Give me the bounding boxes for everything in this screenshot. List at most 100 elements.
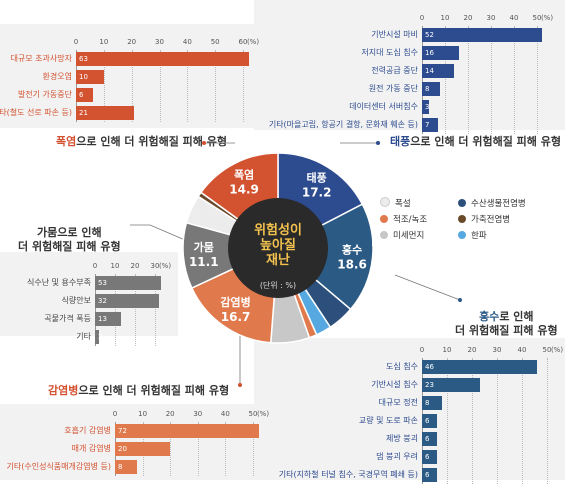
bar-row: 교량 및 도로 파손 6 xyxy=(359,414,547,428)
bar-category-label: 발전기 가동중단 xyxy=(17,90,72,99)
bar: 23 xyxy=(422,378,480,392)
gridline xyxy=(447,358,448,484)
tick-label: 0 xyxy=(112,410,118,418)
bar-row: 기타 2 xyxy=(76,330,155,344)
tick-label: 20 xyxy=(165,410,175,418)
tick-label: 30 xyxy=(486,14,496,22)
bar: 20 xyxy=(115,442,171,456)
legend-swatch xyxy=(380,215,388,223)
legend-swatch xyxy=(458,215,466,223)
bar-category-label: 환경오염 xyxy=(42,72,72,81)
bar-value-label: 7 xyxy=(425,121,430,129)
bar: 72 xyxy=(115,424,259,438)
tick-label: 50 xyxy=(532,14,542,22)
bar-category-label: 기타 xyxy=(76,332,91,341)
bar-row: 대규모 초과사망자 63 xyxy=(11,52,249,66)
unit-label: (%) xyxy=(550,346,564,354)
bar-row: 매개 감염병 20 xyxy=(72,442,253,456)
bar-category-label: 기타(철도 선로 파손 등) xyxy=(0,108,72,117)
tick-label: 0 xyxy=(419,14,425,22)
epidemic-caption: 감염병으로 인해 더 위험해질 피해 유형 xyxy=(48,384,230,397)
legend-swatch xyxy=(380,231,388,239)
bar-category-label: 기타(지하철 터널 침수, 국경무역 폐쇄 등) xyxy=(278,470,418,479)
typhoon-panel xyxy=(254,0,565,130)
bar-value-label: 10 xyxy=(79,73,88,81)
bar-value-label: 2 xyxy=(98,333,103,341)
bar-value-label: 6 xyxy=(425,453,430,461)
bar: 21 xyxy=(76,106,135,120)
y-axis-line xyxy=(422,26,423,134)
bar-row: 제방 붕괴 6 xyxy=(386,432,547,446)
tick-label: 50 xyxy=(210,38,220,46)
bar: 10 xyxy=(76,70,104,84)
bar-category-label: 대규모 정전 xyxy=(378,398,418,407)
bar: 2 xyxy=(95,330,103,344)
bar-row: 대규모 정전 8 xyxy=(379,396,547,410)
tick-label: 40 xyxy=(509,14,519,22)
tick-label: 20 xyxy=(467,346,477,354)
bar-value-label: 53 xyxy=(98,279,107,287)
donut-slice-name: 홍수 xyxy=(342,242,362,256)
legend-label: 한파 xyxy=(471,231,487,241)
donut-slice-value: 11.1 xyxy=(189,255,219,269)
bar-row: 식수난 및 용수부족 53 xyxy=(27,276,161,290)
gridline xyxy=(514,26,515,134)
bar-value-label: 32 xyxy=(98,297,107,305)
bar: 13 xyxy=(95,312,121,326)
bar: 7 xyxy=(422,118,439,132)
typhoon-caption: 태풍으로 인해 더 위험해질 피해 유형 xyxy=(390,135,561,148)
drought-caption: 가뭄으로 인해 더 위험해질 피해 유형 xyxy=(18,226,121,253)
bar: 6 xyxy=(422,450,437,464)
bar-value-label: 23 xyxy=(425,381,434,389)
tick-label: 0 xyxy=(92,262,98,270)
bar-row: 도심 침수 46 xyxy=(386,360,547,374)
bar-category-label: 도심 침수 xyxy=(386,362,418,371)
bar-category-label: 기반시설 마비 xyxy=(371,30,418,39)
gridline xyxy=(115,274,116,346)
bar-category-label: 매개 감염병 xyxy=(71,444,111,453)
bar-category-label: 원전 가동 중단 xyxy=(368,84,418,93)
bar-value-label: 6 xyxy=(425,417,430,425)
gridline xyxy=(522,358,523,484)
bar: 46 xyxy=(422,360,537,374)
legend-label: 폭설 xyxy=(395,199,411,209)
gridline xyxy=(497,358,498,484)
bar-row: 식량안보 32 xyxy=(62,294,159,308)
donut-slice-name: 감염병 xyxy=(220,295,250,309)
gridline xyxy=(491,26,492,134)
bar: 3 xyxy=(422,100,429,114)
bar-category-label: 기타(마을고립, 항공기 결항, 문화재 훼손 등) xyxy=(268,120,418,129)
legend-item-fine-dust: 미세먼지 xyxy=(380,229,424,241)
gridline xyxy=(243,50,244,122)
bar-value-label: 63 xyxy=(79,55,88,63)
bar-row: 기타(철도 선로 파손 등) 21 xyxy=(0,106,243,120)
heatwave-caption: 폭염으로 인해 더 위험해질 피해 유형 xyxy=(56,135,227,148)
bar-row: 전력공급 중단 14 xyxy=(371,64,537,78)
bar: 6 xyxy=(422,432,437,446)
bar-row: 발전기 가동중단 6 xyxy=(18,88,243,102)
gridline xyxy=(253,422,254,476)
legend-label: 수산생물전염병 xyxy=(471,199,526,209)
bar-row: 기반시설 침수 23 xyxy=(371,378,547,392)
tick-label: 20 xyxy=(463,14,473,22)
donut-slice-name: 태풍 xyxy=(307,170,327,184)
bar-value-label: 13 xyxy=(98,315,107,323)
legend-swatch xyxy=(458,231,466,239)
donut-center-title-line: 위험성이 xyxy=(254,222,302,238)
legend-item-livestock: 가축전염병 xyxy=(458,213,510,225)
bar: 6 xyxy=(76,88,93,102)
bar-value-label: 3 xyxy=(425,103,430,111)
bar-row: 댐 붕괴 우려 6 xyxy=(376,450,547,464)
tick-label: 60 xyxy=(238,38,248,46)
unit-label: (%) xyxy=(256,410,270,418)
donut-slice-value: 14.9 xyxy=(229,183,259,197)
gridline xyxy=(225,422,227,476)
donut-slice-name: 가뭄 xyxy=(194,240,214,254)
bar-value-label: 21 xyxy=(79,109,88,117)
bar-category-label: 대규모 초과사망자 xyxy=(10,54,72,63)
bar-category-label: 제방 붕괴 xyxy=(386,434,418,443)
bar: 16 xyxy=(422,46,459,60)
bar: 6 xyxy=(422,414,437,428)
donut-slice-value: 17.2 xyxy=(302,185,332,199)
